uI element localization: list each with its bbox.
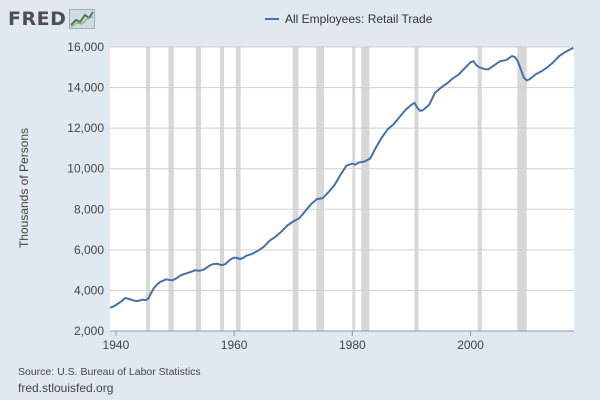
logo-text: FRED [8, 8, 67, 30]
recession-bands [146, 47, 527, 331]
y-tick-label: 6,000 [74, 243, 104, 257]
x-tick-label: 2000 [457, 338, 484, 352]
recession-band [517, 47, 527, 331]
chart-legend: All Employees: Retail Trade [265, 12, 432, 26]
x-axis-ticks: 1940 1960 1980 2000 [103, 330, 574, 352]
y-tick-label: 2,000 [74, 324, 104, 338]
recession-band [235, 47, 241, 331]
y-tick-label: 4,000 [74, 283, 104, 297]
x-tick-label: 1960 [221, 338, 248, 352]
recession-band [414, 47, 419, 331]
y-axis-ticks: 2,000 4,000 6,000 8,000 10,000 12,000 14,000 16… [67, 40, 104, 338]
series-layer [109, 47, 574, 309]
source-note: Source: U.S. Bureau of Labor Statistics [18, 366, 201, 378]
recession-band [316, 47, 324, 331]
chart-icon [69, 9, 96, 29]
recession-band [146, 47, 151, 331]
y-tick-label: 10,000 [67, 162, 104, 176]
y-axis-label: Thousands of Persons [17, 128, 31, 248]
recession-band [477, 47, 482, 331]
x-tick-label: 1980 [339, 338, 366, 352]
y-tick-label: 12,000 [67, 121, 104, 135]
y-tick-label: 8,000 [74, 202, 104, 216]
recession-band [168, 47, 174, 331]
recession-band [195, 47, 202, 331]
plot-area [110, 47, 574, 331]
y-tick-label: 16,000 [67, 40, 104, 54]
site-link[interactable]: fred.stlouisfed.org [18, 381, 114, 395]
fred-logo[interactable]: FRED [8, 8, 96, 30]
recession-band [292, 47, 299, 331]
y-tick-label: 14,000 [67, 81, 104, 95]
series-line [109, 47, 574, 309]
recession-band [361, 47, 370, 331]
legend-label: All Employees: Retail Trade [285, 12, 433, 26]
recession-band [219, 47, 225, 331]
legend-swatch [265, 18, 279, 20]
recession-band [352, 47, 356, 331]
x-tick-label: 1940 [103, 338, 130, 352]
